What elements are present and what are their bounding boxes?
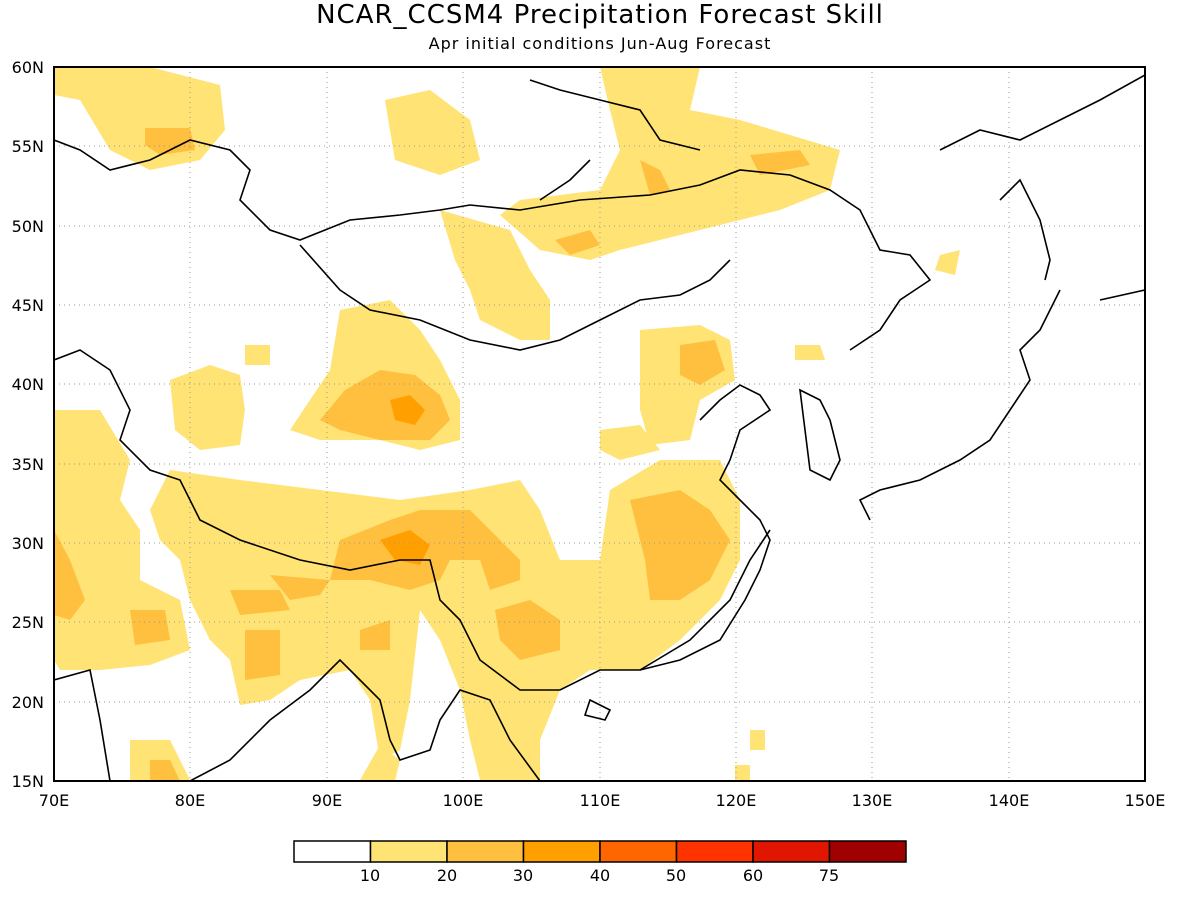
chart-subtitle: Apr initial conditions Jun-Aug Forecast: [428, 34, 772, 53]
legend-label: 75: [819, 866, 839, 885]
y-tick-label: 60N: [12, 58, 44, 77]
y-tick-label: 50N: [12, 217, 44, 236]
legend-color-box: [752, 840, 831, 863]
legend-color-box: [293, 840, 372, 863]
legend-label: 40: [590, 866, 610, 885]
y-tick-label: 45N: [12, 296, 44, 315]
y-tick-label: 20N: [12, 693, 44, 712]
x-tick-label: 150E: [1125, 791, 1166, 810]
x-tick-label: 110E: [580, 791, 621, 810]
legend-color-box: [599, 840, 678, 863]
skill-level-30-40: [380, 395, 430, 565]
y-axis-labels: 15N 20N 25N 30N 35N 40N 45N 50N 55N 60N: [12, 58, 44, 791]
legend-labels: 10 20 30 40 50 60 75: [360, 866, 839, 885]
legend-color-box: [522, 840, 601, 863]
legend-color-box: [446, 840, 525, 863]
skill-shading: [54, 67, 960, 781]
legend-label: 50: [666, 866, 686, 885]
y-tick-label: 25N: [12, 613, 44, 632]
y-tick-label: 30N: [12, 534, 44, 553]
legend-boxes: [293, 840, 907, 863]
color-legend: 10 20 30 40 50 60 75: [293, 840, 907, 885]
x-tick-label: 70E: [39, 791, 69, 810]
legend-label: 30: [513, 866, 533, 885]
x-tick-label: 130E: [852, 791, 893, 810]
legend-label: 20: [437, 866, 457, 885]
skill-level-20-30: [54, 128, 810, 781]
legend-color-box: [675, 840, 754, 863]
legend-color-box: [369, 840, 448, 863]
legend-color-box: [828, 840, 907, 863]
skill-level-10-20: [54, 67, 960, 781]
x-tick-label: 90E: [312, 791, 342, 810]
x-tick-label: 100E: [443, 791, 484, 810]
x-tick-label: 120E: [716, 791, 757, 810]
chart-title: NCAR_CCSM4 Precipitation Forecast Skill: [316, 0, 884, 30]
legend-label: 60: [743, 866, 763, 885]
y-tick-label: 40N: [12, 375, 44, 394]
map-grid: [54, 67, 1145, 781]
legend-label: 10: [360, 866, 380, 885]
y-tick-label: 15N: [12, 772, 44, 791]
y-tick-label: 55N: [12, 137, 44, 156]
y-tick-label: 35N: [12, 455, 44, 474]
x-tick-label: 80E: [175, 791, 205, 810]
plot-frame: [53, 66, 1146, 782]
x-tick-label: 140E: [989, 791, 1030, 810]
coastlines-borders: [54, 74, 1145, 781]
x-axis-labels: 70E 80E 90E 100E 110E 120E 130E 140E 150…: [39, 791, 1166, 810]
